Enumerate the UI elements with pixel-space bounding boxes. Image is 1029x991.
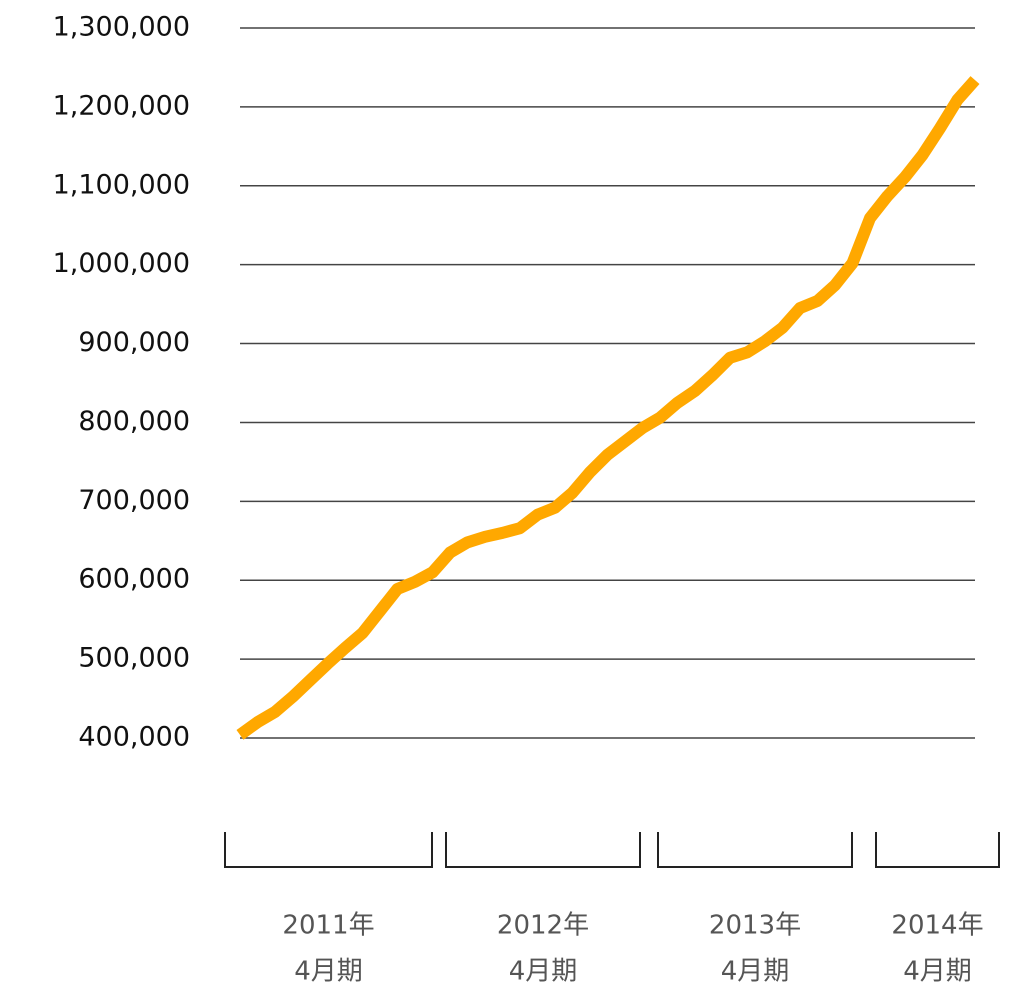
y-tick-label: 400,000 (78, 722, 190, 753)
y-tick-label: 1,000,000 (53, 248, 190, 279)
y-tick-label: 1,200,000 (53, 90, 190, 121)
group-bracket (875, 832, 1000, 868)
group-label: 4月期 (903, 957, 972, 987)
y-tick-label: 800,000 (78, 406, 190, 437)
group-label: 2011年 (282, 911, 374, 941)
group-bracket (224, 832, 433, 868)
group-label: 2012年 (497, 911, 589, 941)
group-label: 4月期 (294, 957, 363, 987)
y-tick-label: 600,000 (78, 564, 190, 595)
group-label: 4月期 (509, 957, 578, 987)
y-tick-label: 1,100,000 (53, 169, 190, 200)
group-bracket (657, 832, 853, 868)
group-bracket (445, 832, 641, 868)
group-label: 4月期 (721, 957, 790, 987)
y-tick-label: 700,000 (78, 485, 190, 516)
group-label: 2013年 (709, 911, 801, 941)
y-tick-label: 500,000 (78, 643, 190, 674)
y-tick-label: 1,300,000 (53, 12, 190, 43)
group-label: 2014年 (891, 911, 983, 941)
data-line (236, 76, 980, 740)
y-tick-label: 900,000 (78, 327, 190, 358)
